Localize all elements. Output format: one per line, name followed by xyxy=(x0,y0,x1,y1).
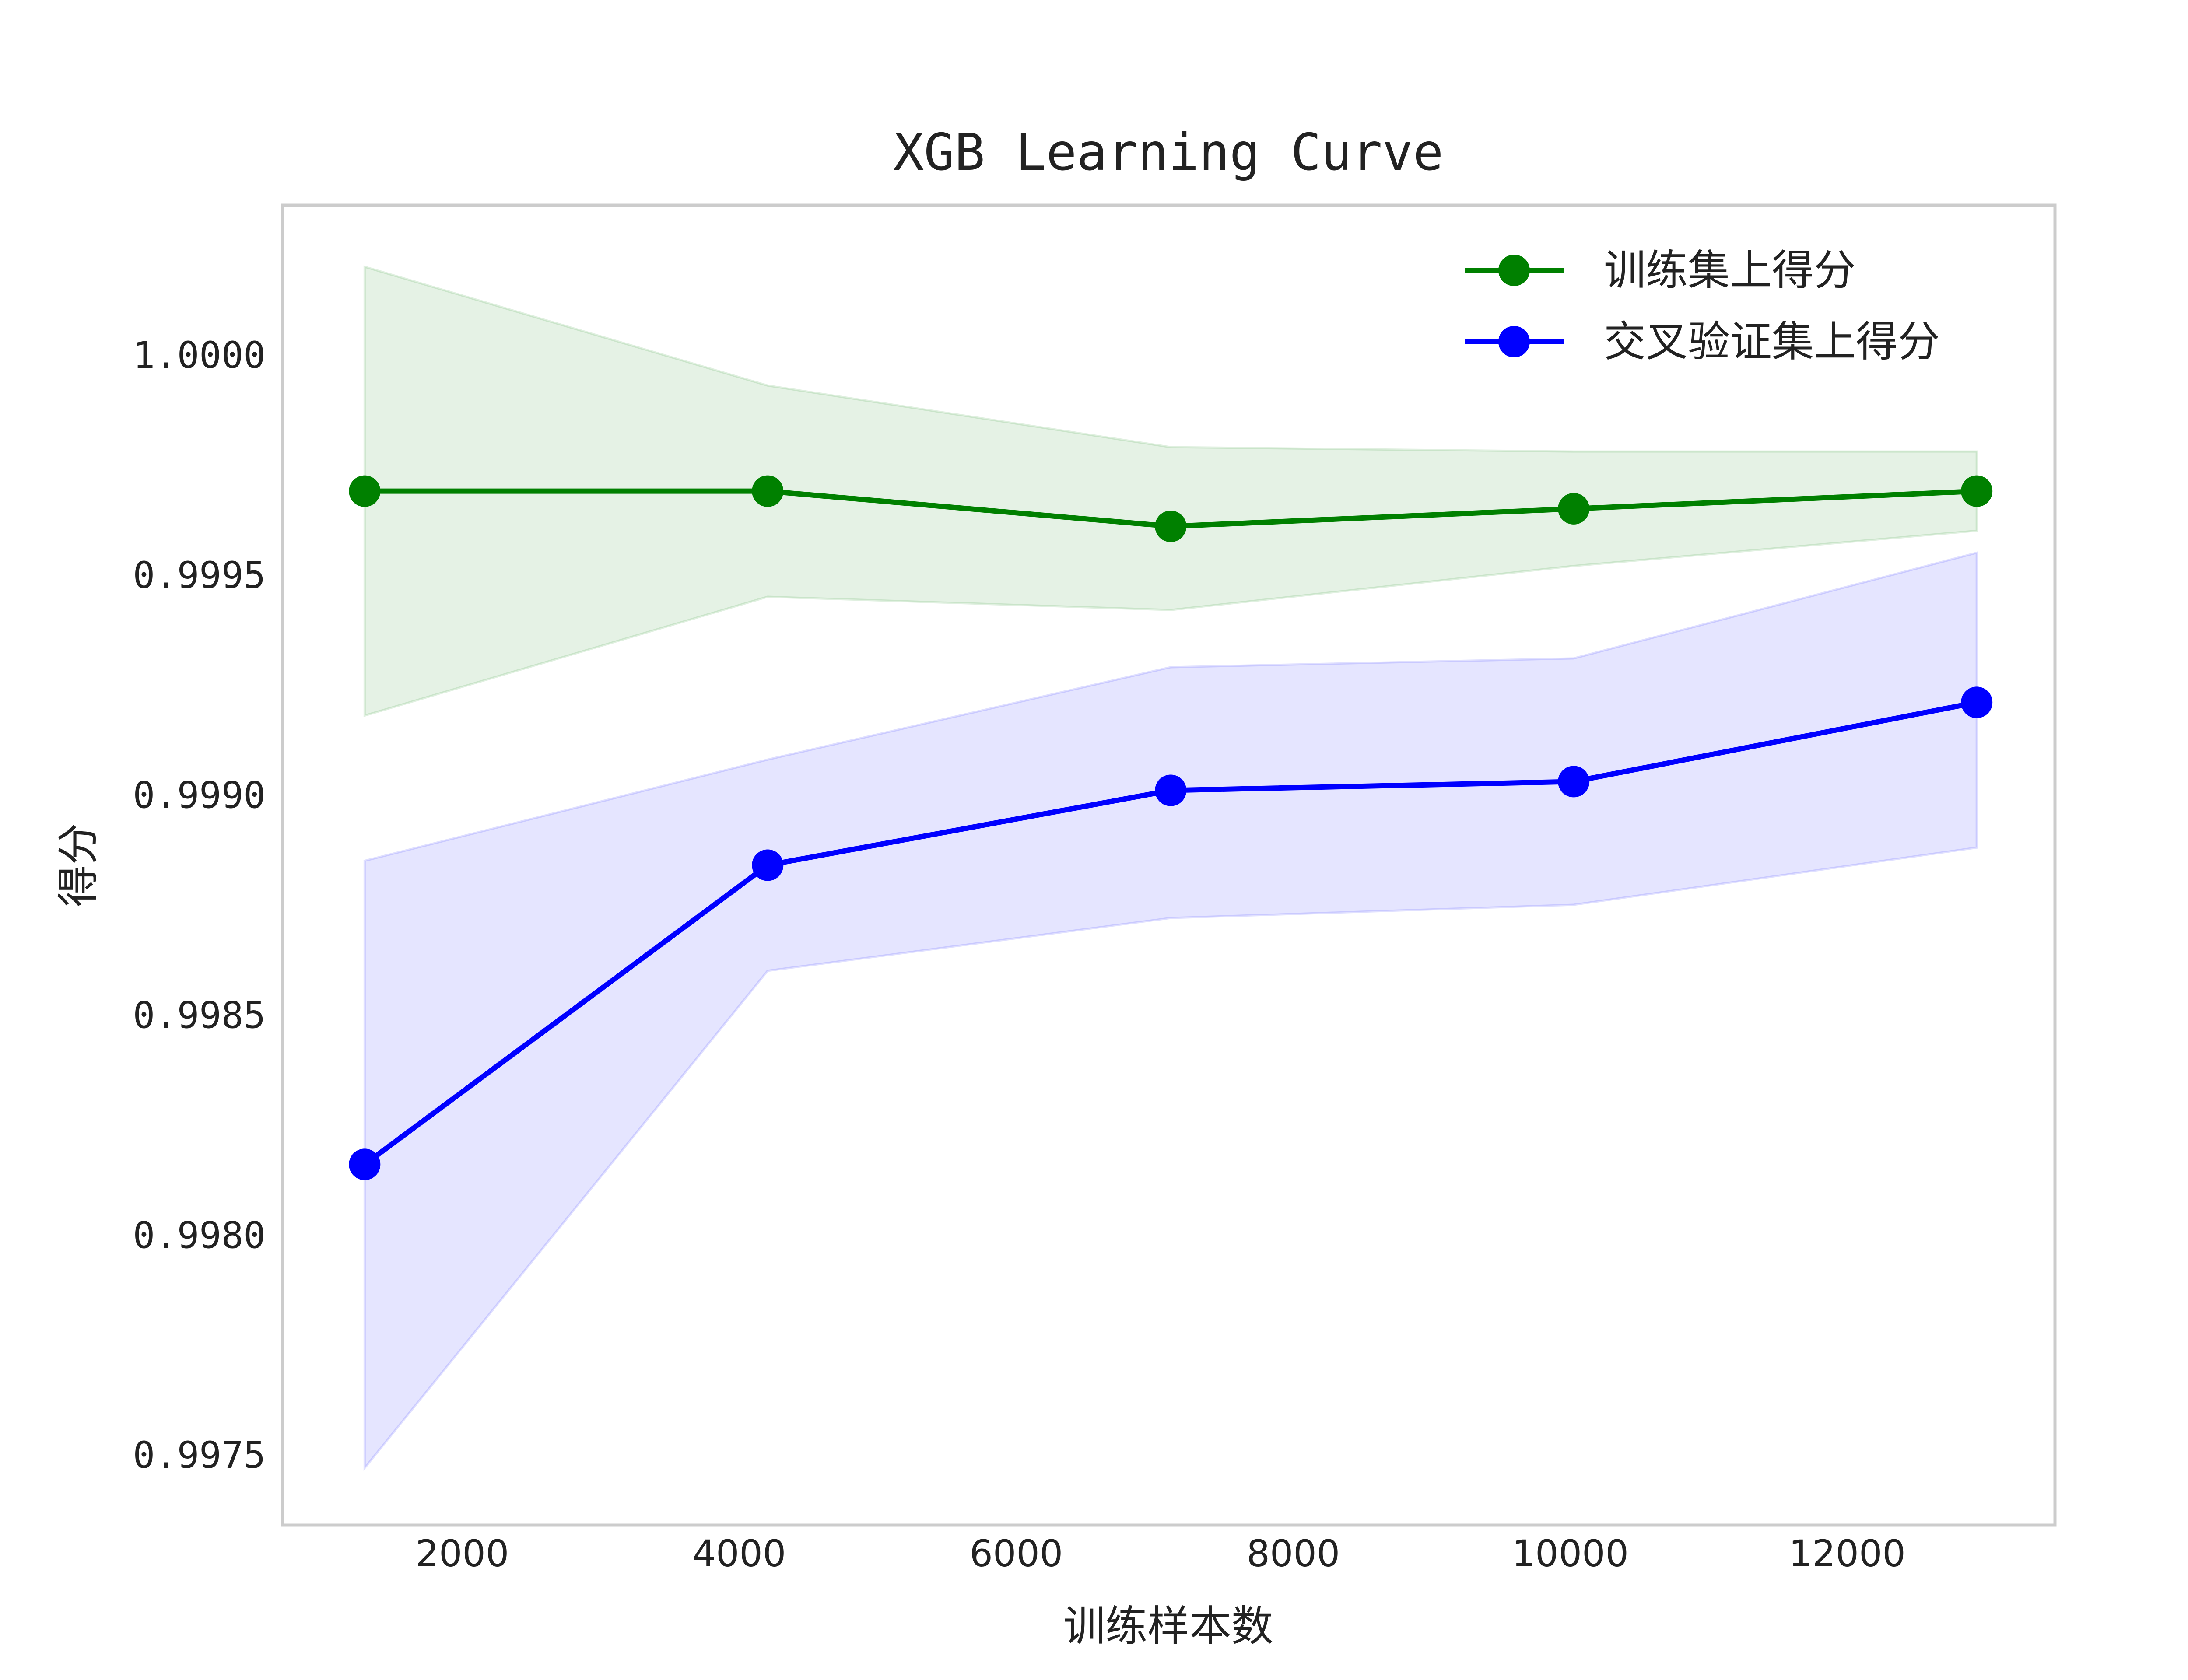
plot-background xyxy=(282,205,2055,1525)
series-0-point-3 xyxy=(1558,493,1590,525)
series-0-point-0 xyxy=(349,475,381,507)
legend-label-0: 训练集上得分 xyxy=(1604,246,1856,295)
plot-frame xyxy=(281,203,2057,1527)
series-1-point-2 xyxy=(1155,774,1187,806)
y-tick-label: 0.9975 xyxy=(133,1434,266,1477)
y-tick-label: 0.9990 xyxy=(133,774,266,817)
y-tick-label: 1.0000 xyxy=(133,334,266,377)
x-axis-ticks: 2000 4000 6000 8000 10000 12000 xyxy=(416,1532,1906,1575)
series-1-point-3 xyxy=(1558,766,1590,798)
series-1-point-0 xyxy=(349,1148,381,1180)
series-1-point-4 xyxy=(1961,686,1993,718)
chart-title: XGB Learning Curve xyxy=(893,123,1443,182)
x-tick-label: 10000 xyxy=(1512,1532,1629,1575)
series-0-point-2 xyxy=(1155,511,1187,542)
y-axis-ticks: 0.9975 0.9980 0.9985 0.9990 0.9995 1.0000 xyxy=(133,334,266,1477)
x-axis-label: 训练样本数 xyxy=(1063,1602,1273,1651)
x-tick-label: 2000 xyxy=(416,1532,509,1575)
legend-marker-0 xyxy=(1498,255,1530,286)
x-tick-label: 6000 xyxy=(969,1532,1063,1575)
series-0-std-band xyxy=(363,265,1978,717)
y-tick-label: 0.9995 xyxy=(133,554,266,597)
legend-marker-1 xyxy=(1498,326,1530,357)
x-tick-label: 8000 xyxy=(1246,1532,1340,1575)
legend-label-1: 交叉验证集上得分 xyxy=(1604,317,1940,366)
series-0-point-1 xyxy=(752,475,784,507)
y-tick-label: 0.9985 xyxy=(133,994,266,1036)
y-axis-label: 得分 xyxy=(54,823,103,907)
x-tick-label: 12000 xyxy=(1789,1532,1906,1575)
series-1-point-1 xyxy=(752,849,784,881)
series-0-point-4 xyxy=(1961,475,1993,507)
x-tick-label: 4000 xyxy=(693,1532,786,1575)
series-markers xyxy=(349,475,1993,1180)
y-tick-label: 0.9980 xyxy=(133,1214,266,1256)
